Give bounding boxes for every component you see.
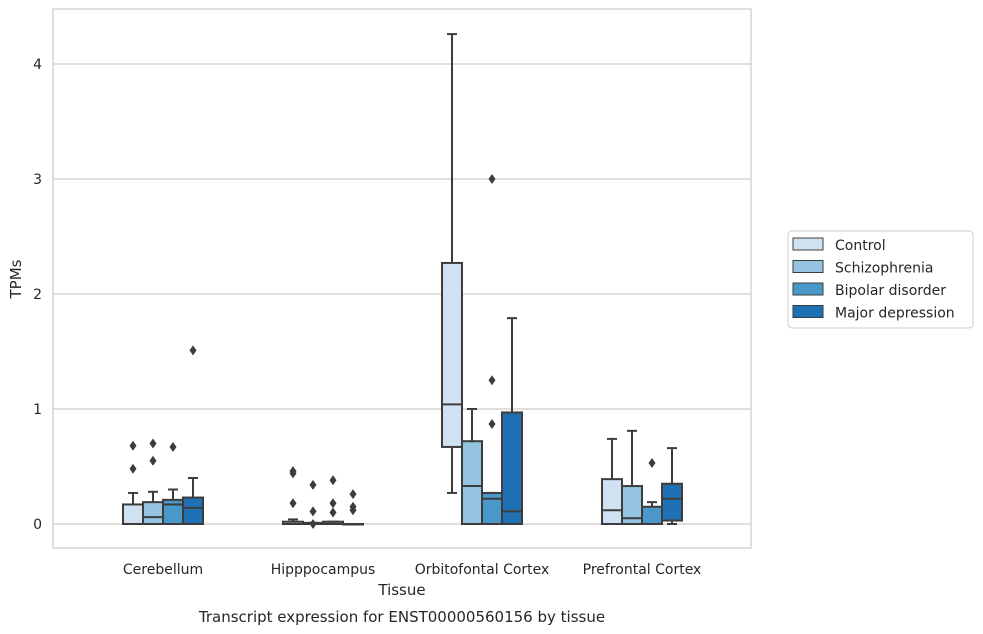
legend-swatch-4 bbox=[792, 305, 824, 318]
box-major-depression-1 bbox=[182, 345, 204, 525]
outlier-point bbox=[129, 463, 137, 474]
outlier-point bbox=[129, 440, 137, 451]
outlier-point bbox=[169, 441, 177, 452]
outlier-point bbox=[329, 507, 337, 518]
x-tick-label-2: Hipppocampus bbox=[271, 562, 376, 578]
plot-frame bbox=[52, 8, 752, 549]
y-tick-label-3: 3 bbox=[33, 172, 42, 188]
outlier-point bbox=[349, 501, 357, 512]
legend-label-1: Control bbox=[835, 238, 886, 254]
box-schizophrenia-1 bbox=[142, 438, 164, 525]
x-axis-label: Tissue bbox=[377, 581, 425, 599]
outlier-point bbox=[149, 455, 157, 466]
box-bipolar-disorder-2 bbox=[322, 475, 344, 526]
box-major-depression-3 bbox=[501, 317, 523, 526]
box-schizophrenia-4 bbox=[621, 429, 643, 525]
outlier-point bbox=[309, 479, 317, 490]
y-tick-labels: 0 1 2 3 4 bbox=[33, 57, 42, 533]
legend-frame bbox=[787, 230, 974, 329]
outlier-point bbox=[309, 519, 317, 529]
box-control-3 bbox=[441, 33, 463, 494]
y-tick-label-0: 0 bbox=[33, 517, 42, 533]
box-major-depression-2 bbox=[342, 489, 364, 526]
box-schizophrenia-3 bbox=[461, 408, 483, 526]
y-tick-label-2: 2 bbox=[33, 287, 42, 303]
outlier-point bbox=[289, 498, 297, 509]
legend-label-3: Bipolar disorder bbox=[835, 283, 946, 299]
chart-caption: Transcript expression for ENST0000056015… bbox=[198, 608, 605, 626]
outlier-point bbox=[149, 438, 157, 449]
legend-swatch-3 bbox=[792, 282, 824, 296]
box-body bbox=[661, 482, 683, 522]
box-plots bbox=[122, 33, 683, 529]
y-tick-label-4: 4 bbox=[33, 57, 42, 73]
x-tick-labels: Cerebellum Hipppocampus Orbitofontal Corte… bbox=[123, 562, 701, 578]
x-tick-label-1: Cerebellum bbox=[123, 562, 203, 578]
outlier-point bbox=[189, 345, 197, 356]
box-body bbox=[621, 485, 643, 525]
outlier-point bbox=[329, 498, 337, 509]
box-body bbox=[122, 503, 144, 526]
box-body bbox=[142, 501, 164, 525]
box-body bbox=[182, 496, 204, 525]
outlier-point bbox=[289, 466, 297, 477]
outlier-point bbox=[488, 375, 496, 386]
legend-swatch-2 bbox=[792, 260, 824, 273]
x-tick-label-3: Orbitofontal Cortex bbox=[415, 562, 550, 578]
box-schizophrenia-2 bbox=[302, 479, 324, 529]
y-tick-label-1: 1 bbox=[33, 402, 42, 418]
outlier-point bbox=[488, 418, 496, 429]
outlier-point bbox=[349, 489, 357, 500]
legend-label-2: Schizophrenia bbox=[835, 261, 933, 277]
legend: Control Schizophrenia Bipolar disorder Majo… bbox=[787, 230, 974, 329]
outlier-point bbox=[648, 458, 656, 469]
box-body bbox=[461, 440, 483, 526]
box-body bbox=[441, 261, 463, 448]
legend-swatch-1 bbox=[792, 237, 824, 251]
box-major-depression-4 bbox=[661, 447, 683, 525]
outlier-point bbox=[488, 174, 496, 184]
box-body bbox=[601, 478, 623, 525]
box-body bbox=[481, 491, 503, 526]
box-control-1 bbox=[122, 440, 144, 526]
y-axis-label: TPMs bbox=[7, 259, 25, 299]
x-tick-label-4: Prefrontal Cortex bbox=[583, 562, 702, 578]
box-control-2 bbox=[282, 466, 304, 526]
legend-label-4: Major depression bbox=[835, 306, 955, 322]
box-body bbox=[641, 505, 663, 525]
outlier-point bbox=[309, 506, 317, 517]
outlier-point bbox=[329, 475, 337, 486]
box-body bbox=[501, 411, 523, 526]
